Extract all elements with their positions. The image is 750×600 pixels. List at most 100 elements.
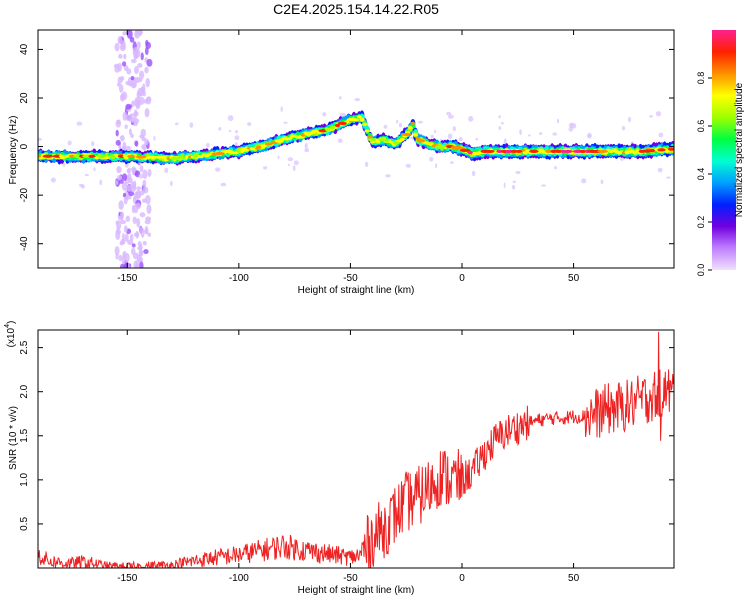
heatmap-cell — [503, 138, 507, 144]
heatmap-cell — [367, 135, 373, 139]
heatmap-cell — [139, 212, 146, 218]
heatmap-cell — [416, 139, 426, 143]
heatmap-cell — [88, 154, 96, 158]
heatmap-cell — [114, 65, 120, 73]
heatmap-cell — [666, 176, 671, 179]
heatmap-cell — [136, 41, 141, 50]
snr-panel: -150 -100 -50 0 50 0.5 1.0 1.5 2.0 2.5 Height of… — [4, 321, 675, 596]
heatmap-cell — [529, 149, 539, 154]
heatmap-cell — [362, 122, 368, 126]
heatmap-cell — [134, 140, 139, 147]
heatmap-cell — [554, 166, 557, 170]
heatmap-cell — [130, 133, 134, 139]
y-tick-label: 20 — [19, 92, 30, 104]
x-tick-label: 50 — [568, 273, 580, 284]
heatmap-cell — [84, 173, 89, 177]
heatmap-cell — [280, 106, 283, 113]
heatmap-cell — [117, 76, 123, 84]
heatmap-cell — [38, 137, 42, 141]
heatmap-cell — [73, 154, 82, 158]
heatmap-cell — [138, 96, 145, 105]
heatmap-cell — [169, 180, 173, 187]
heatmap-cell — [116, 166, 122, 174]
heatmap-cell — [515, 149, 523, 154]
heatmap-cell — [264, 142, 273, 146]
heatmap-cell — [135, 230, 139, 239]
heatmap-cell — [658, 132, 664, 138]
x-tick-label: -50 — [343, 573, 358, 584]
heatmap-cell — [496, 149, 503, 154]
heatmap-cell — [512, 180, 517, 184]
heatmap-cell — [135, 30, 139, 36]
y-tick-label: 1.0 — [19, 472, 30, 486]
heatmap-cell — [435, 163, 438, 169]
heatmap-cell — [648, 149, 656, 153]
heatmap-cell — [459, 148, 471, 152]
spectrogram-x-axis-label: Height of straight line (km) — [298, 285, 415, 296]
heatmap-cell — [668, 147, 674, 151]
heatmap-cell — [430, 134, 434, 138]
svg-text:(x104): (x104) — [4, 321, 17, 348]
heatmap-cell — [385, 174, 391, 178]
heatmap-cell — [145, 216, 152, 222]
heatmap-cell — [234, 135, 240, 141]
heatmap-cell — [234, 130, 239, 134]
heatmap-cell — [322, 112, 327, 117]
heatmap-cell — [364, 129, 370, 133]
heatmap-cell — [133, 111, 139, 117]
heatmap-cell — [153, 135, 156, 141]
heatmap-cell — [117, 35, 123, 45]
heatmap-cell — [553, 149, 563, 154]
heatmap-cell — [418, 120, 423, 124]
heatmap-cell — [304, 142, 308, 149]
heatmap-cell — [287, 157, 294, 162]
colorbar-scale — [712, 30, 736, 270]
heatmap-cell — [115, 229, 122, 235]
heatmap-cell — [116, 119, 121, 125]
heatmap-cell — [127, 154, 136, 159]
colorbar-ticks: 0.0 0.2 0.4 0.6 0.8 — [696, 72, 712, 276]
heatmap-cell — [132, 117, 137, 124]
heatmap-cell — [396, 119, 399, 124]
heatmap-cell — [364, 161, 369, 168]
heatmap-cell — [129, 233, 134, 242]
x-tick-label: 0 — [459, 573, 465, 584]
snr-exponent-base: (x10 — [6, 327, 17, 347]
heatmap-cell — [139, 165, 144, 173]
heatmap-cell — [129, 113, 135, 118]
y-tick-label: -40 — [19, 236, 30, 251]
heatmap-cell — [139, 261, 144, 268]
heatmap-cell — [130, 247, 136, 255]
heatmap-cell — [359, 118, 365, 122]
heatmap-cell — [206, 142, 210, 148]
heatmap-cell — [510, 149, 518, 154]
heatmap-cell — [126, 184, 133, 192]
heatmap-cell — [38, 154, 42, 158]
heatmap-cell — [657, 148, 666, 152]
heatmap-cell — [447, 133, 453, 140]
x-tick-label: -100 — [229, 273, 249, 284]
heatmap-cell — [304, 132, 312, 136]
heatmap-cell — [122, 192, 127, 198]
heatmap-cell — [126, 68, 132, 75]
heatmap-cell — [218, 126, 222, 131]
heatmap-cell — [142, 240, 147, 246]
heatmap-cell — [62, 162, 66, 167]
y-tick-label: 0 — [19, 143, 30, 149]
heatmap-cell — [458, 137, 463, 142]
heatmap-cell — [246, 122, 252, 127]
heatmap-cell — [118, 254, 123, 262]
snr-background — [38, 330, 674, 568]
heatmap-cell — [136, 186, 141, 191]
heatmap-cell — [115, 139, 121, 146]
heatmap-cell — [468, 115, 474, 122]
heatmap-cell — [274, 139, 283, 143]
heatmap-cell — [144, 107, 150, 118]
heatmap-cell — [108, 154, 116, 158]
heatmap-cell — [130, 58, 137, 64]
heatmap-cell — [93, 167, 96, 172]
heatmap-cell — [123, 53, 127, 60]
heatmap-cell — [498, 115, 502, 119]
heatmap-cell — [116, 220, 122, 230]
heatmap-cell — [433, 129, 437, 134]
